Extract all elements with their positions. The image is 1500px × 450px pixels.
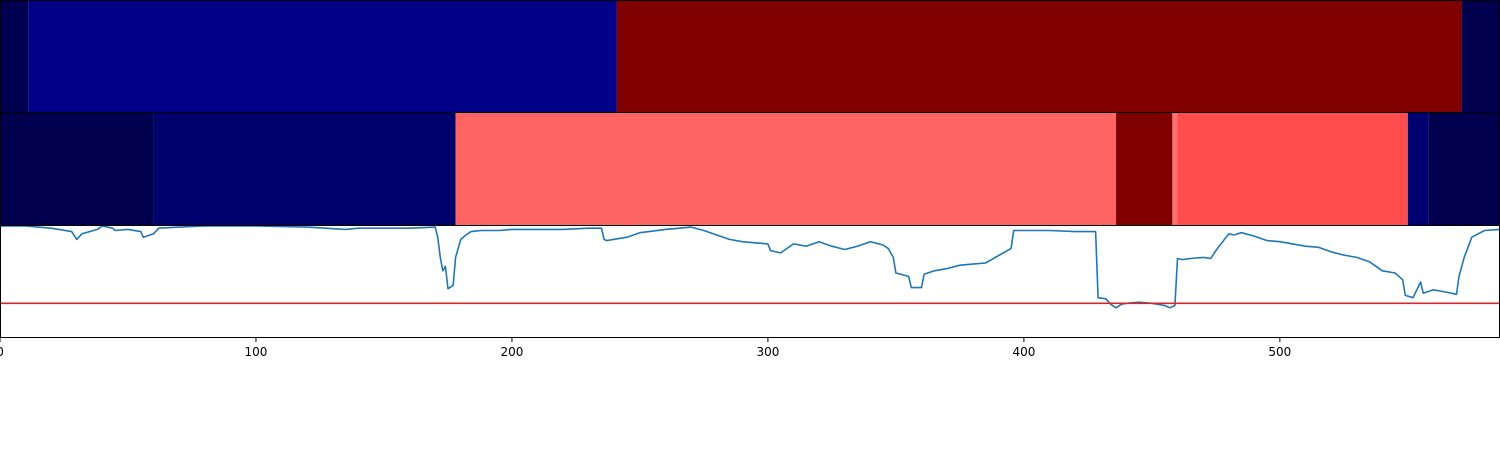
line-panel <box>0 226 1500 309</box>
series-line <box>0 226 1500 309</box>
top-band-segment-1 <box>28 1 617 113</box>
top-band-segment-2 <box>616 1 1462 113</box>
x-tick-label-400: 400 <box>1012 345 1035 359</box>
middle-band-segment-1 <box>153 113 456 226</box>
middle-band-segment-5 <box>1177 113 1408 226</box>
x-axis: 0 100 200 300 400 500 <box>0 338 1291 359</box>
middle-band-segment-3 <box>1116 113 1173 226</box>
x-tick-label-200: 200 <box>500 345 523 359</box>
middle-band-segment-6 <box>1407 113 1429 226</box>
middle-band-segment-7 <box>1428 113 1500 226</box>
middle-band-segment-2 <box>455 113 1117 226</box>
x-tick-label-300: 300 <box>756 345 779 359</box>
line-plot-area <box>0 226 1500 309</box>
middle-band-segment-0 <box>0 113 154 226</box>
x-tick-label-0: 0 <box>0 345 4 359</box>
x-tick-label-500: 500 <box>1268 345 1291 359</box>
x-tick-label-100: 100 <box>245 345 268 359</box>
top-band-segment-3 <box>1461 1 1500 113</box>
top-band-segment-0 <box>0 1 29 113</box>
middle-band-segment-4 <box>1172 113 1178 226</box>
top-band-heatmap <box>0 1 1500 113</box>
middle-band-heatmap <box>0 113 1500 226</box>
